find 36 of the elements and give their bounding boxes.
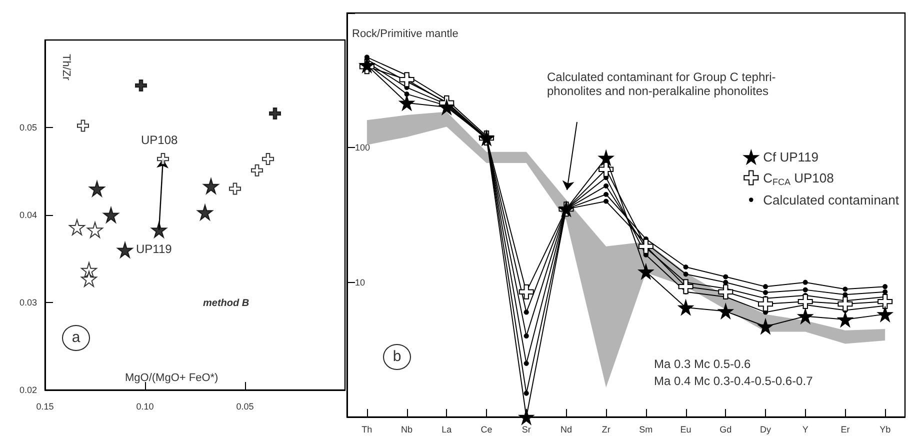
y-tick-label: 100 [355,142,370,153]
annotation: method B [203,298,250,310]
x-tick-label: Ce [480,424,492,434]
legend-label: Cf UP119 [763,150,819,165]
x-tick-label: 0.05 [236,402,254,412]
y-axis-title: Th/Zr [59,54,72,80]
x-tick-label: Yb [880,424,891,434]
legend-label: Calculated contaminant [763,192,900,208]
x-tick-label: 0.15 [36,402,54,412]
x-tick-label: Sm [639,424,653,434]
x-tick-label: Eu [680,424,692,434]
x-tick-label: Zr [602,424,610,434]
x-tick-label: 0.10 [136,402,154,412]
circled-letter: a [62,325,90,351]
x-tick-label: Sr [522,424,531,434]
x-tick-label: Y [802,424,808,434]
circled-letter: b [383,344,411,370]
annotation: Calculated contaminant for Group C tephri-phonolites and non-peralkaline phonolites [547,70,777,99]
y-axis-title: Rock/Primitive mantle [352,28,458,42]
x-tick-label: Th [362,424,372,434]
annotation: Ma 0.4 Mc 0.3-0.4-0.5-0.6-0.7 [654,374,813,388]
x-axis-title: MgO/(MgO+ FeO*) [125,372,218,386]
x-tick-label: Nb [401,424,413,434]
y-tick-label: 0.04 [19,210,37,220]
y-tick-label: 0.05 [19,122,37,132]
x-tick-label: Nd [560,424,572,434]
y-tick-label: 10 [355,277,366,288]
annotation: UP119 [136,242,172,256]
x-tick-label: Dy [760,424,772,434]
x-tick-label: La [442,424,452,434]
y-tick-label: 0.03 [19,298,37,308]
annotation: UP108 [141,133,178,148]
y-tick-label: 0.02 [19,385,37,395]
x-tick-label: Er [840,424,850,434]
annotation: Ma 0.3 Mc 0.5-0.6 [654,357,751,372]
x-tick-label: Gd [720,424,732,434]
